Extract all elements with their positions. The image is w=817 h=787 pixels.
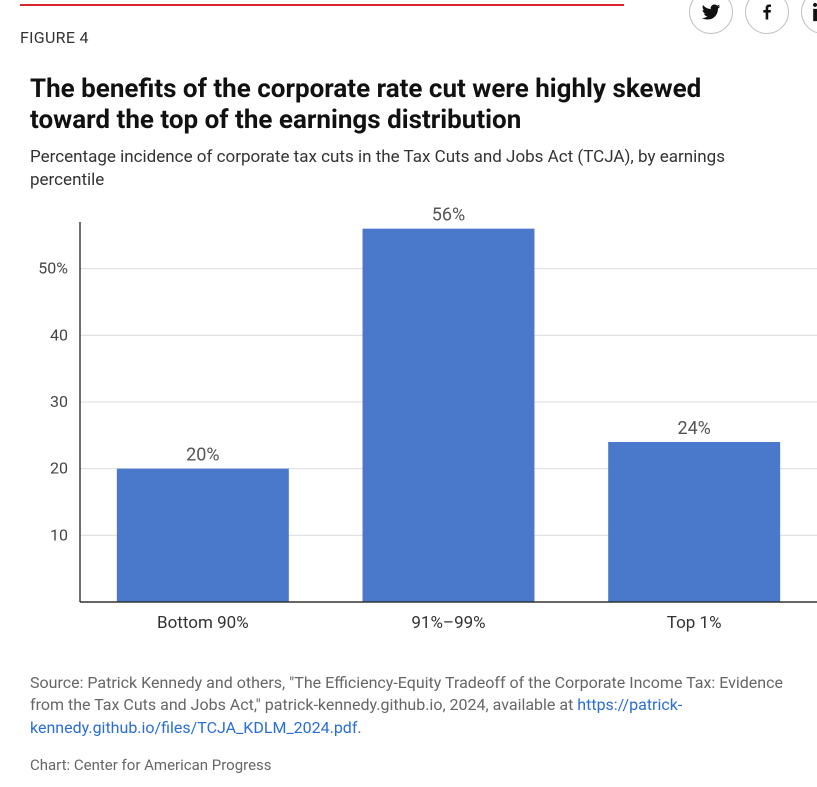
chart-subhead: Percentage incidence of corporate tax cu… bbox=[30, 146, 790, 192]
top-divider bbox=[20, 4, 624, 6]
svg-text:24%: 24% bbox=[677, 418, 710, 439]
chart-credit: Chart: Center for American Progress bbox=[30, 756, 272, 774]
linkedin-icon bbox=[813, 2, 817, 22]
svg-text:40: 40 bbox=[50, 325, 68, 344]
linkedin-share-button[interactable] bbox=[801, 0, 817, 34]
facebook-share-button[interactable] bbox=[745, 0, 789, 34]
svg-text:20: 20 bbox=[50, 459, 68, 478]
svg-text:20%: 20% bbox=[186, 445, 219, 466]
share-bar bbox=[689, 0, 817, 34]
facebook-icon bbox=[757, 2, 777, 22]
twitter-share-button[interactable] bbox=[689, 0, 733, 34]
source-caption: Source: Patrick Kennedy and others, "The… bbox=[30, 672, 800, 739]
svg-text:10: 10 bbox=[50, 525, 68, 544]
svg-text:Top 1%: Top 1% bbox=[667, 613, 722, 633]
twitter-icon bbox=[701, 2, 721, 22]
svg-text:Bottom 90%: Bottom 90% bbox=[157, 613, 249, 633]
chart-headline: The benefits of the corporate rate cut w… bbox=[30, 74, 770, 135]
svg-text:91%–99%: 91%–99% bbox=[411, 613, 485, 633]
svg-text:30: 30 bbox=[50, 392, 68, 411]
caption-suffix: . bbox=[357, 718, 361, 737]
svg-text:50%: 50% bbox=[38, 259, 68, 278]
figure-label: FIGURE 4 bbox=[20, 28, 89, 47]
bar-chart: 10 20 30 40 50% 20% Bottom 90% 56% 91%–99% 24% Top… bbox=[20, 202, 817, 642]
svg-text:56%: 56% bbox=[432, 205, 465, 226]
